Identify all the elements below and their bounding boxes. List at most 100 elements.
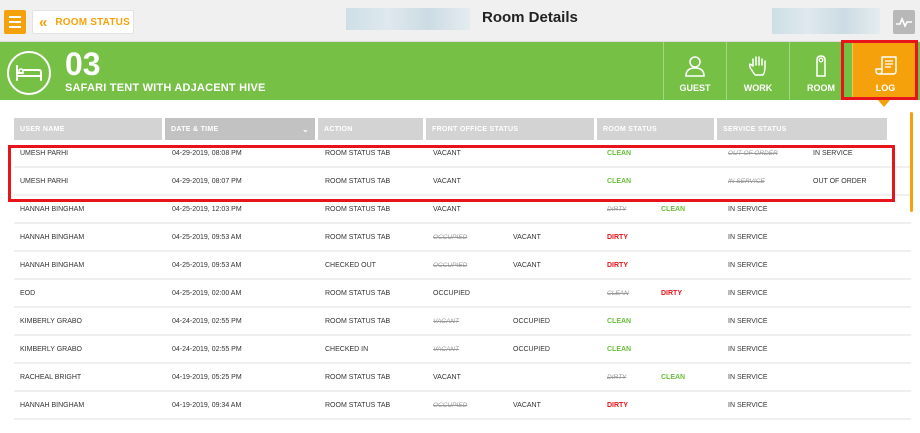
active-tab-pointer (878, 100, 890, 107)
cell-date-time: 04-29-2019, 08:07 PM (172, 177, 242, 185)
cell-user-name: HANNAH BINGHAM (20, 205, 85, 213)
cell-front-office-status-new: OCCUPIED (513, 317, 550, 325)
cell-front-office-status-previous: OCCUPIED (433, 401, 468, 409)
activity-icon[interactable] (893, 10, 915, 34)
tab-room-label: ROOM (807, 83, 835, 93)
cell-action: ROOM STATUS TAB (325, 317, 391, 325)
cell-user-name: RACHEAL BRIGHT (20, 373, 82, 381)
scrollbar[interactable] (910, 112, 913, 212)
cell-room-status-previous: DIRTY (607, 205, 627, 213)
cell-front-office-status-previous: OCCUPIED (433, 289, 470, 297)
hamburger-menu-icon[interactable] (4, 10, 26, 34)
log-table: USER NAME DATE & TIME ⌄ ACTION FRONT OFF… (14, 118, 911, 420)
cell-front-office-status-previous: OCCUPIED (433, 233, 468, 241)
room-number: 03 (65, 46, 101, 82)
cell-service-status-new: IN SERVICE (813, 149, 853, 157)
cell-room-status-previous: DIRTY (607, 233, 628, 241)
table-header: USER NAME DATE & TIME ⌄ ACTION FRONT OFF… (14, 118, 911, 140)
cell-front-office-status-previous: VACANT (433, 373, 461, 381)
cell-action: ROOM STATUS TAB (325, 149, 391, 157)
cell-user-name: KIMBERLY GRABO (20, 345, 82, 353)
table-row[interactable]: KIMBERLY GRABO 04-24-2019, 02:55 PM ROOM S… (14, 308, 911, 336)
cell-service-status-previous: OUT OF ORDER (728, 149, 778, 157)
cell-room-status-new: DIRTY (661, 289, 682, 297)
cell-user-name: UMESH PARHI (20, 149, 69, 157)
cell-room-status-new: CLEAN (661, 205, 686, 213)
cell-service-status-new: OUT OF ORDER (813, 177, 867, 185)
cell-room-status-new: CLEAN (661, 373, 686, 381)
chevron-down-icon: ⌄ (301, 124, 309, 134)
cell-service-status-previous: IN SERVICE (728, 289, 768, 297)
cell-date-time: 04-29-2019, 08:08 PM (172, 149, 242, 157)
cell-action: ROOM STATUS TAB (325, 401, 391, 409)
cell-date-time: 04-19-2019, 09:34 AM (172, 401, 242, 409)
cell-front-office-status-new: VACANT (513, 233, 541, 241)
back-button-label: ROOM STATUS (55, 16, 130, 28)
cell-service-status-previous: IN SERVICE (728, 205, 768, 213)
cell-front-office-status-previous: VACANT (433, 345, 460, 353)
table-row[interactable]: UMESH PARHI 04-29-2019, 08:07 PM ROOM STAT… (14, 168, 911, 196)
table-row[interactable]: HANNAH BINGHAM 04-19-2019, 09:34 AM ROOM S… (14, 392, 911, 420)
cell-date-time: 04-24-2019, 02:55 PM (172, 345, 242, 353)
cell-action: ROOM STATUS TAB (325, 205, 391, 213)
highlight-box-log-tab (841, 40, 918, 100)
cell-room-status-previous: CLEAN (607, 149, 632, 157)
table-row[interactable]: UMESH PARHI 04-29-2019, 08:08 PM ROOM STAT… (14, 140, 911, 168)
tab-guest-label: GUEST (679, 83, 711, 93)
cell-service-status-previous: IN SERVICE (728, 233, 768, 241)
cell-room-status-previous: CLEAN (607, 317, 632, 325)
table-row[interactable]: HANNAH BINGHAM 04-25-2019, 12:03 PM ROOM S… (14, 196, 911, 224)
cell-action: CHECKED OUT (325, 261, 376, 269)
cell-date-time: 04-19-2019, 05:25 PM (172, 373, 242, 381)
door-hanger-icon (816, 55, 826, 77)
column-header-front-office-status[interactable]: FRONT OFFICE STATUS (426, 118, 594, 140)
cell-room-status-previous: DIRTY (607, 261, 628, 269)
cell-date-time: 04-24-2019, 02:55 PM (172, 317, 242, 325)
table-row[interactable]: KIMBERLY GRABO 04-24-2019, 02:55 PM CHECKE… (14, 336, 911, 364)
table-row[interactable]: RACHEAL BRIGHT 04-19-2019, 05:25 PM ROOM S… (14, 364, 911, 392)
cell-user-name: EOD (20, 289, 36, 297)
table-row[interactable]: HANNAH BINGHAM 04-25-2019, 09:53 AM ROOM S… (14, 224, 911, 252)
column-header-date-time[interactable]: DATE & TIME ⌄ (165, 118, 315, 140)
hand-icon (748, 56, 766, 76)
double-chevron-left-icon: « (39, 13, 48, 31)
cell-user-name: HANNAH BINGHAM (20, 401, 85, 409)
person-icon (685, 56, 705, 77)
cell-action: ROOM STATUS TAB (325, 177, 391, 185)
column-header-action[interactable]: ACTION (318, 118, 423, 140)
tab-room[interactable]: ROOM (789, 42, 852, 100)
tab-work[interactable]: WORK (726, 42, 789, 100)
cell-service-status-previous: IN SERVICE (728, 177, 765, 185)
cell-room-status-previous: CLEAN (607, 177, 632, 185)
table-row[interactable]: HANNAH BINGHAM 04-25-2019, 09:53 AM CHECKE… (14, 252, 911, 280)
column-header-service-status[interactable]: SERVICE STATUS (717, 118, 887, 140)
column-header-user-name[interactable]: USER NAME (14, 118, 162, 140)
bed-icon (7, 51, 51, 95)
table-row[interactable]: EOD 04-25-2019, 02:00 AM ROOM STATUS TAB OC… (14, 280, 911, 308)
cell-service-status-previous: IN SERVICE (728, 401, 768, 409)
tab-log[interactable]: LOG (852, 42, 918, 100)
cell-service-status-previous: IN SERVICE (728, 345, 768, 353)
cell-front-office-status-new: OCCUPIED (513, 345, 550, 353)
room-status-back-button[interactable]: « ROOM STATUS (32, 10, 134, 34)
cell-user-name: HANNAH BINGHAM (20, 261, 85, 269)
scroll-icon (874, 56, 897, 75)
cell-room-status-previous: DIRTY (607, 401, 628, 409)
room-name: SAFARI TENT WITH ADJACENT HIVE (65, 82, 266, 94)
cell-service-status-previous: IN SERVICE (728, 373, 768, 381)
top-bar: « ROOM STATUS Room Details (0, 0, 920, 42)
cell-date-time: 04-25-2019, 12:03 PM (172, 205, 242, 213)
highlight-box-recent-rows (8, 145, 895, 202)
cell-user-name: HANNAH BINGHAM (20, 233, 85, 241)
tab-guest[interactable]: GUEST (663, 42, 726, 100)
column-header-room-status[interactable]: ROOM STATUS (597, 118, 714, 140)
cell-action: ROOM STATUS TAB (325, 289, 391, 297)
cell-date-time: 04-25-2019, 09:53 AM (172, 261, 242, 269)
cell-room-status-previous: CLEAN (607, 289, 629, 297)
cell-action: ROOM STATUS TAB (325, 373, 391, 381)
cell-front-office-status-new: VACANT (513, 401, 541, 409)
redacted-area-left (346, 8, 470, 30)
cell-service-status-previous: IN SERVICE (728, 261, 768, 269)
redacted-area-right (772, 8, 880, 34)
column-header-date-time-label: DATE & TIME (171, 125, 219, 133)
